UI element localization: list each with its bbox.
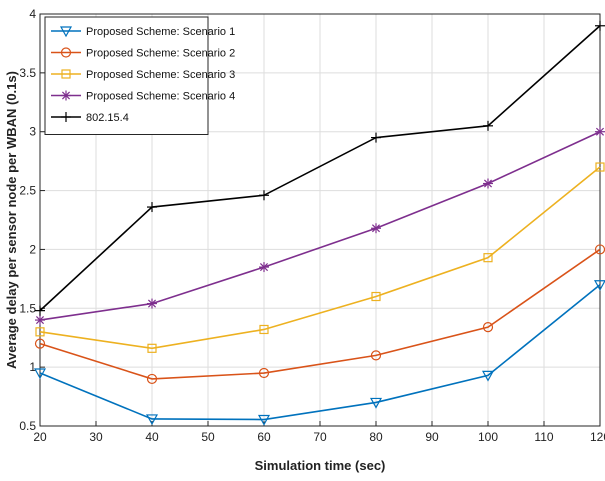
- legend-label: 802.15.4: [86, 112, 129, 124]
- data-point-marker: [259, 262, 269, 273]
- series-line: [39, 248, 601, 380]
- data-point-marker: [60, 47, 72, 58]
- legend-entry-3: Proposed Scheme: Scenario 3: [51, 69, 235, 81]
- data-point-marker: [370, 350, 382, 361]
- data-point-marker: [147, 202, 157, 213]
- x-tick-label: 70: [313, 430, 327, 444]
- data-point-marker: [483, 253, 493, 263]
- data-point-marker: [33, 368, 47, 380]
- legend-entry-5: 802.15.4: [51, 112, 129, 124]
- legend: Proposed Scheme: Scenario 1 Proposed Sche…: [44, 16, 235, 135]
- data-point-marker: [61, 112, 71, 122]
- series-1: [33, 280, 605, 426]
- y-axis: 0.5 1 1.5 2 2.5 3 3.5 4: [19, 7, 45, 433]
- data-point-marker: [35, 305, 45, 316]
- y-tick-label: 3.5: [19, 66, 36, 80]
- y-tick-label: 3: [29, 125, 36, 139]
- series-line: [39, 284, 601, 421]
- legend-entry-1: Proposed Scheme: Scenario 1: [51, 26, 235, 38]
- series-line: [39, 166, 601, 350]
- data-point-marker: [147, 298, 157, 309]
- data-point-marker: [593, 280, 605, 291]
- data-point-marker: [483, 178, 493, 189]
- series-3: [35, 162, 605, 353]
- y-tick-label: 2.5: [19, 184, 36, 198]
- y-tick-label: 2: [29, 242, 36, 256]
- y-axis-label: Average delay per sensor node per WBAN (…: [4, 71, 19, 369]
- data-point-marker: [483, 120, 493, 131]
- data-point-marker: [61, 90, 71, 101]
- series-line: [39, 130, 601, 321]
- data-point-marker: [371, 223, 381, 234]
- data-point-marker: [482, 322, 494, 333]
- data-point-marker: [35, 327, 45, 337]
- legend-entry-2: Proposed Scheme: Scenario 2: [51, 47, 235, 60]
- series-line: [39, 25, 601, 312]
- legend-label: Proposed Scheme: Scenario 4: [86, 91, 235, 103]
- y-tick-label: 4: [29, 7, 36, 21]
- x-tick-label: 50: [201, 430, 215, 444]
- data-point-marker: [595, 20, 605, 31]
- data-point-marker: [595, 162, 605, 172]
- legend-label: Proposed Scheme: Scenario 2: [86, 48, 235, 60]
- legend-entry-4: Proposed Scheme: Scenario 4: [51, 90, 235, 103]
- x-tick-label: 40: [145, 430, 159, 444]
- data-point-marker: [34, 338, 46, 349]
- series-4: [35, 126, 605, 326]
- data-point-marker: [481, 370, 495, 382]
- x-axis: 20 30 40 50 60 70 80 90 100 110 120: [33, 421, 605, 444]
- x-tick-label: 60: [257, 430, 271, 444]
- data-point-marker: [147, 343, 157, 353]
- data-point-marker: [595, 126, 605, 137]
- data-point-marker: [145, 414, 159, 426]
- data-point-marker: [371, 132, 381, 143]
- x-tick-label: 120: [590, 430, 605, 444]
- x-tick-label: 100: [478, 430, 498, 444]
- data-point-marker: [146, 373, 158, 385]
- data-point-marker: [59, 26, 73, 38]
- data-point-marker: [259, 324, 269, 335]
- y-tick-label: 0.5: [19, 419, 36, 433]
- legend-label: Proposed Scheme: Scenario 3: [86, 69, 235, 81]
- y-tick-label: 1: [29, 360, 36, 374]
- data-point-marker: [259, 190, 269, 201]
- x-tick-label: 110: [534, 430, 553, 444]
- x-tick-label: 80: [369, 430, 383, 444]
- x-tick-label: 30: [89, 430, 103, 444]
- y-tick-label: 1.5: [19, 301, 36, 315]
- data-point-marker: [61, 69, 71, 79]
- x-axis-label: Simulation time (sec): [255, 458, 386, 473]
- data-point-marker: [257, 414, 271, 426]
- x-tick-label: 20: [33, 430, 47, 444]
- series-5: [35, 20, 605, 316]
- data-point-marker: [369, 397, 383, 409]
- legend-label: Proposed Scheme: Scenario 1: [86, 26, 235, 38]
- data-point-marker: [258, 367, 270, 379]
- data-point-marker: [371, 291, 381, 302]
- series-layer: [33, 20, 605, 426]
- data-point-marker: [35, 315, 45, 326]
- legend-box: [44, 16, 209, 135]
- x-tick-label: 90: [425, 430, 439, 444]
